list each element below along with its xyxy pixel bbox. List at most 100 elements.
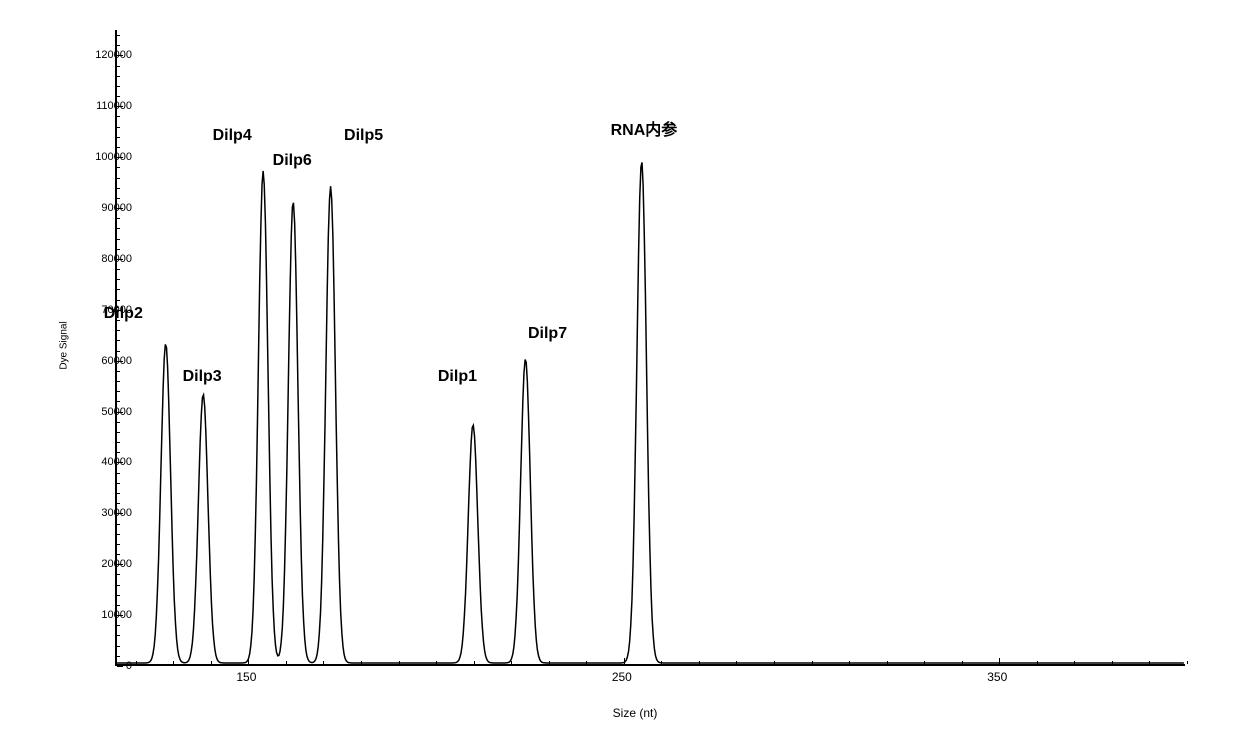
x-tick-minor xyxy=(699,661,700,664)
y-tick-minor xyxy=(117,76,120,77)
x-axis-label: Size (nt) xyxy=(613,706,658,720)
x-tick-minor xyxy=(511,661,512,664)
y-tick-minor xyxy=(117,96,120,97)
y-tick-label: 50000 xyxy=(101,406,132,418)
x-tick-minor xyxy=(849,661,850,664)
electropherogram-trace xyxy=(117,162,1184,663)
peak-label: Dilp1 xyxy=(438,368,477,386)
x-tick xyxy=(624,658,625,664)
x-tick-label: 250 xyxy=(612,670,632,684)
x-tick-minor xyxy=(1037,661,1038,664)
y-tick-label: 10000 xyxy=(101,609,132,621)
y-tick-minor xyxy=(117,249,120,250)
y-tick-label: 0 xyxy=(126,660,132,672)
x-tick-minor xyxy=(1074,661,1075,664)
x-tick-minor xyxy=(1149,661,1150,664)
y-tick-minor xyxy=(117,452,120,453)
x-tick-minor xyxy=(136,661,137,664)
y-axis-label: Dye Signal xyxy=(59,321,70,369)
y-tick-minor xyxy=(117,167,120,168)
x-tick-minor xyxy=(812,661,813,664)
y-tick-minor xyxy=(117,351,120,352)
y-tick-minor xyxy=(117,473,120,474)
x-tick-minor xyxy=(323,661,324,664)
y-tick-minor xyxy=(117,401,120,402)
x-tick-minor xyxy=(474,661,475,664)
y-tick-minor xyxy=(117,188,120,189)
x-tick-label: 150 xyxy=(236,670,256,684)
peak-label: Dilp6 xyxy=(273,152,312,170)
x-tick-minor xyxy=(962,661,963,664)
y-tick-label: 120000 xyxy=(95,49,132,61)
x-tick-minor xyxy=(211,661,212,664)
y-tick-minor xyxy=(117,574,120,575)
y-tick-minor xyxy=(117,483,120,484)
y-tick-minor xyxy=(117,45,120,46)
y-tick-label: 40000 xyxy=(101,456,132,468)
y-tick xyxy=(117,666,123,667)
y-tick-minor xyxy=(117,422,120,423)
y-tick-minor xyxy=(117,534,120,535)
y-tick-minor xyxy=(117,544,120,545)
y-tick-label: 80000 xyxy=(101,253,132,265)
y-tick-minor xyxy=(117,503,120,504)
y-tick-minor xyxy=(117,371,120,372)
y-tick-minor xyxy=(117,228,120,229)
y-tick-minor xyxy=(117,127,120,128)
y-tick-minor xyxy=(117,585,120,586)
y-tick-minor xyxy=(117,269,120,270)
peak-label: Dilp5 xyxy=(344,127,383,145)
y-tick-label: 20000 xyxy=(101,558,132,570)
y-tick-minor xyxy=(117,198,120,199)
x-tick-minor xyxy=(1187,661,1188,664)
y-tick-minor xyxy=(117,595,120,596)
y-tick-minor xyxy=(117,432,120,433)
peak-label: Dilp3 xyxy=(183,368,222,386)
y-tick-minor xyxy=(117,35,120,36)
y-tick-label: 100000 xyxy=(95,151,132,163)
y-tick-minor xyxy=(117,493,120,494)
y-tick-minor xyxy=(117,279,120,280)
x-tick-minor xyxy=(361,661,362,664)
y-tick-minor xyxy=(117,605,120,606)
y-tick-label: 90000 xyxy=(101,202,132,214)
y-tick-minor xyxy=(117,442,120,443)
x-tick-minor xyxy=(736,661,737,664)
x-tick-minor xyxy=(436,661,437,664)
y-tick-minor xyxy=(117,218,120,219)
x-tick xyxy=(999,658,1000,664)
peak-label: Dilp4 xyxy=(213,127,252,145)
y-tick-minor xyxy=(117,330,120,331)
y-tick-minor xyxy=(117,646,120,647)
y-tick-minor xyxy=(117,340,120,341)
y-tick-label: 60000 xyxy=(101,355,132,367)
y-tick-minor xyxy=(117,66,120,67)
peak-label: Dilp2 xyxy=(104,305,143,323)
peak-label: Dilp7 xyxy=(528,325,567,343)
y-tick-minor xyxy=(117,137,120,138)
y-tick-label: 30000 xyxy=(101,507,132,519)
chart-container: Dye Signal Size (nt) 0 10000 20000 30000 400… xyxy=(60,20,1210,720)
y-tick-minor xyxy=(117,381,120,382)
y-tick-minor xyxy=(117,289,120,290)
x-tick-minor xyxy=(774,661,775,664)
x-tick-minor xyxy=(549,661,550,664)
y-tick-minor xyxy=(117,116,120,117)
y-tick-minor xyxy=(117,239,120,240)
y-tick-minor xyxy=(117,625,120,626)
y-tick-minor xyxy=(117,635,120,636)
x-tick-minor xyxy=(586,661,587,664)
x-tick-minor xyxy=(887,661,888,664)
y-tick-minor xyxy=(117,524,120,525)
y-tick-minor xyxy=(117,391,120,392)
x-tick xyxy=(248,658,249,664)
x-tick-label: 350 xyxy=(987,670,1007,684)
y-tick-minor xyxy=(117,554,120,555)
y-tick-minor xyxy=(117,86,120,87)
y-tick-minor xyxy=(117,300,120,301)
y-tick-minor xyxy=(117,147,120,148)
peak-label: RNA内参 xyxy=(611,116,678,140)
x-tick-minor xyxy=(1112,661,1113,664)
x-tick-minor xyxy=(399,661,400,664)
x-tick-minor xyxy=(924,661,925,664)
